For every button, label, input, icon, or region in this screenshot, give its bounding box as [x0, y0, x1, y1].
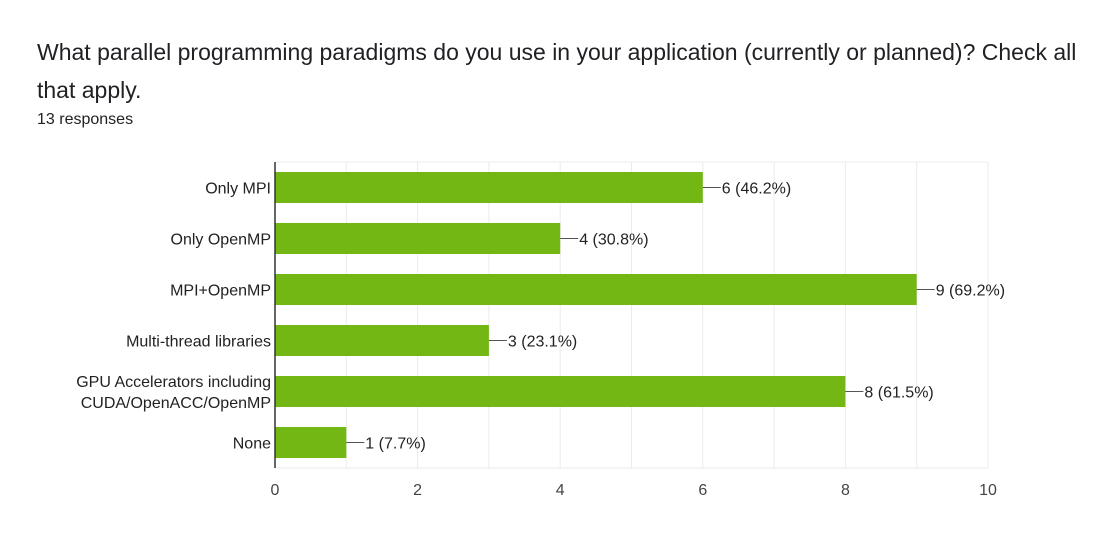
category-label: Only OpenMP [171, 232, 271, 249]
category-label-line: Only MPI [205, 181, 271, 198]
category-label-line: GPU Accelerators including [76, 374, 271, 391]
leader-lines [346, 187, 935, 443]
category-label: Only MPI [205, 181, 271, 198]
x-tick-label: 10 [979, 482, 997, 499]
data-label: 1 (7.7%) [365, 436, 425, 453]
question-title: What parallel programming paradigms do y… [37, 39, 1077, 103]
gridlines [274, 161, 989, 469]
x-tick-label: 2 [413, 482, 422, 499]
bar[interactable] [275, 427, 347, 458]
category-label: None [233, 436, 271, 453]
category-label: MPI+OpenMP [170, 283, 271, 300]
category-label-line: None [233, 436, 271, 453]
data-label: 6 (46.2%) [722, 181, 791, 198]
x-tick-labels: 0 2 4 6 8 10 [271, 482, 997, 499]
x-tick-label: 6 [698, 482, 707, 499]
x-tick-label: 4 [556, 482, 565, 499]
x-tick-label: 8 [841, 482, 850, 499]
category-labels: Only MPI Only OpenMP MPI+OpenMP Multi-threa… [76, 181, 271, 453]
bar[interactable] [275, 376, 846, 407]
bar[interactable] [275, 172, 703, 203]
category-label: GPU Accelerators including CUDA/OpenACC/O… [76, 374, 271, 412]
category-label-line: CUDA/OpenACC/OpenMP [81, 395, 271, 412]
data-label: 9 (69.2%) [936, 283, 1005, 300]
category-label-line: Only OpenMP [171, 232, 271, 249]
response-count: 13 responses [37, 111, 134, 128]
bar[interactable] [275, 325, 489, 356]
category-label: Multi-thread libraries [126, 334, 271, 351]
category-label-line: Multi-thread libraries [126, 334, 271, 351]
data-label: 8 (61.5%) [864, 385, 933, 402]
data-label: 4 (30.8%) [579, 232, 648, 249]
data-labels: 6 (46.2%) 4 (30.8%) 9 (69.2%) 3 (23.1%) 8 (6… [365, 181, 1005, 453]
bar[interactable] [275, 223, 561, 254]
x-tick-label: 0 [271, 482, 280, 499]
bars [275, 172, 917, 458]
data-label: 3 (23.1%) [508, 334, 577, 351]
bar[interactable] [275, 274, 917, 305]
category-label-line: MPI+OpenMP [170, 283, 271, 300]
